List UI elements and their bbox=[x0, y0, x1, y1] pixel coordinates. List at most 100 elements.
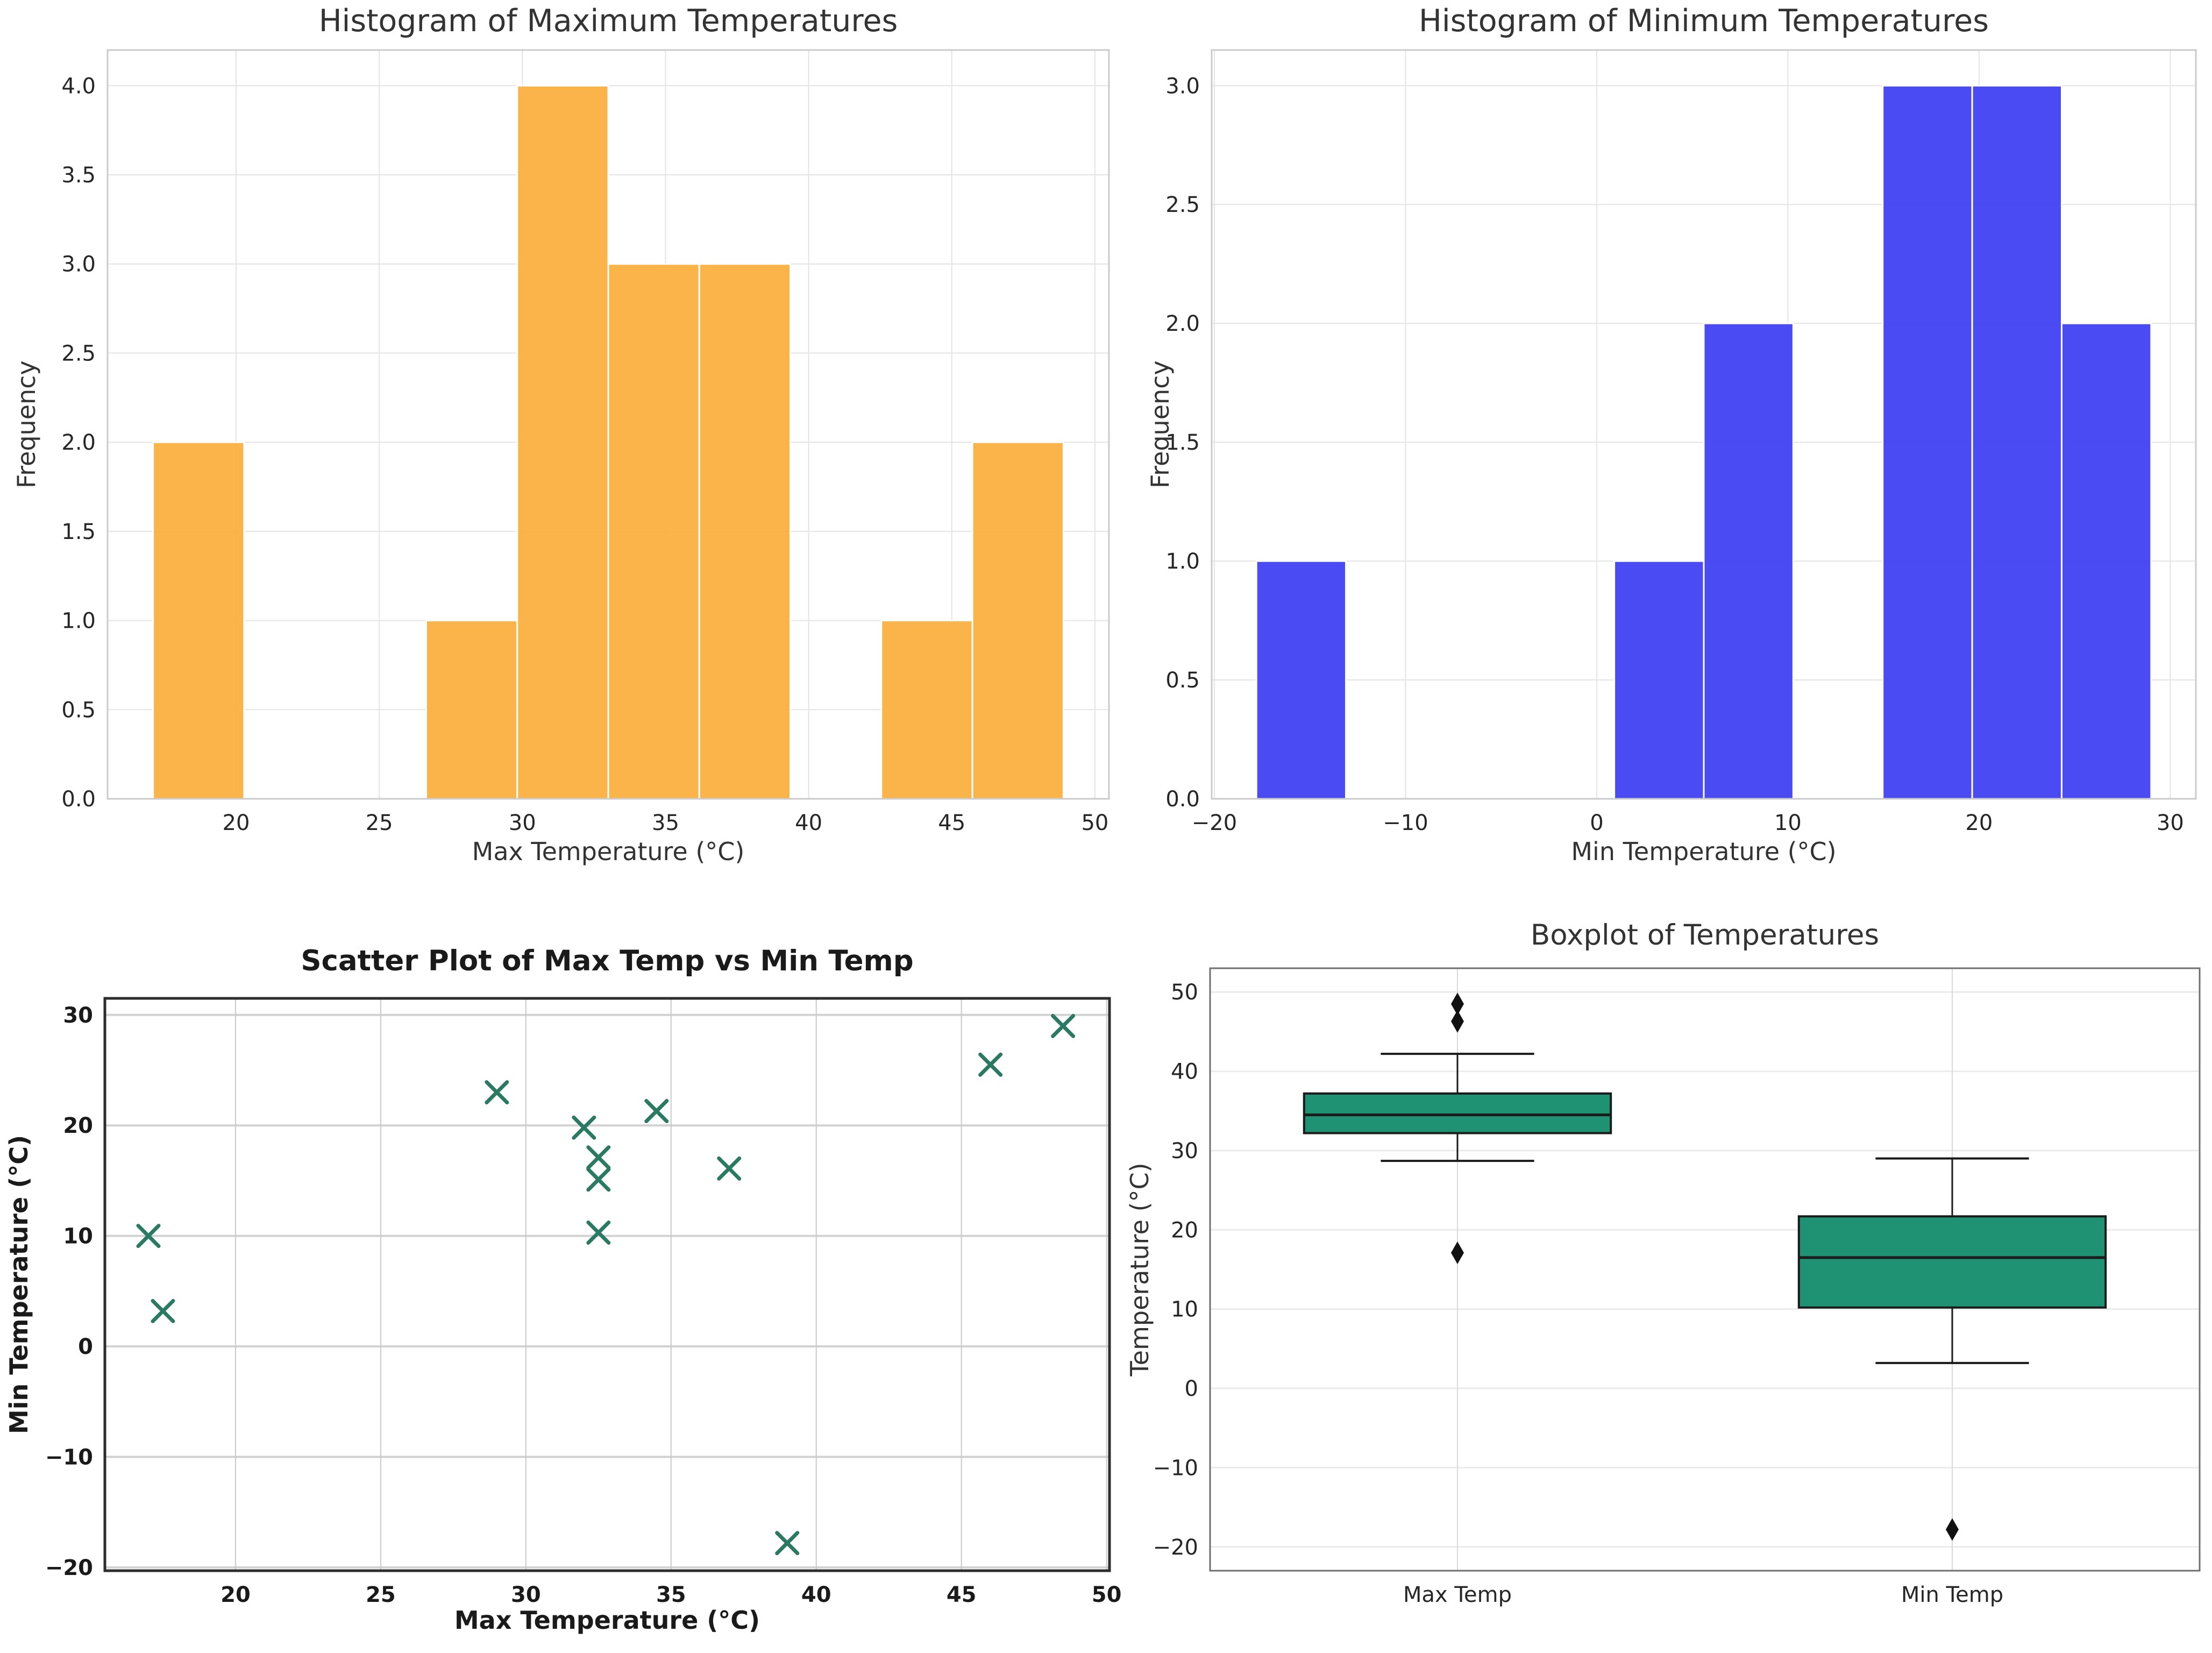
scatter-point bbox=[485, 1080, 509, 1105]
y-tick-label: 4.0 bbox=[61, 74, 96, 98]
y-tick-label: 3.0 bbox=[1165, 74, 1200, 98]
hist-max-y-axis-label: Frequency bbox=[12, 360, 41, 488]
hist-min-plot-area: −20 −10 0 10 20 30 0.0 0.5 1.0 1.5 2.0 2.5 3.0 bbox=[1165, 49, 2197, 835]
histogram-bar bbox=[971, 441, 1064, 800]
y-tick-label: 20 bbox=[63, 1113, 93, 1138]
y-tick-label: 3.0 bbox=[61, 252, 96, 277]
y-tick-label: 10 bbox=[1171, 1297, 1198, 1322]
boxplot-y-axis-label: Temperature (°C) bbox=[1125, 1162, 1154, 1377]
hist-max-plot-area: 20 25 30 35 40 45 50 0.0 0.5 1.0 1.5 2.0 2.5 3.0 3.5 4.… bbox=[61, 49, 1110, 835]
y-tick-label: 1.5 bbox=[61, 520, 96, 544]
hist-min-x-axis-label: Min Temperature (°C) bbox=[1571, 837, 1837, 866]
x-tick-label: 30 bbox=[511, 1583, 541, 1607]
hist-max-title: Histogram of Maximum Temperatures bbox=[318, 3, 898, 39]
scatter-point bbox=[978, 1052, 1003, 1077]
x-tick-label: 45 bbox=[938, 811, 965, 835]
y-tick-label: 2.0 bbox=[61, 430, 96, 455]
histogram-bar bbox=[698, 263, 792, 800]
y-tick-label: 0.0 bbox=[1165, 787, 1200, 812]
x-tick-label: 40 bbox=[795, 811, 822, 835]
x-tick-label: 35 bbox=[652, 811, 679, 835]
outlier-marker bbox=[1946, 1518, 1959, 1541]
x-tick-label: 30 bbox=[2157, 811, 2184, 835]
x-tick-label: 25 bbox=[366, 1583, 396, 1607]
scatter-point bbox=[586, 1167, 611, 1192]
axes-spine bbox=[106, 49, 1110, 800]
axes-spine bbox=[1209, 967, 2201, 1572]
boxplot-title: Boxplot of Temperatures bbox=[1530, 919, 1880, 952]
category-label: Max Temp bbox=[1403, 1583, 1512, 1607]
scatter-point bbox=[775, 1531, 800, 1556]
scatter-point bbox=[717, 1156, 742, 1181]
outlier-marker bbox=[1451, 1010, 1464, 1033]
scatter-point bbox=[136, 1224, 161, 1248]
box-iqr bbox=[1797, 1215, 2107, 1309]
histogram-bar bbox=[607, 263, 700, 800]
y-tick-label: 0.5 bbox=[61, 698, 96, 722]
x-tick-label: 10 bbox=[1774, 811, 1802, 835]
y-tick-label: 30 bbox=[63, 1003, 93, 1028]
scatter-point bbox=[586, 1220, 611, 1245]
x-tick-label: 20 bbox=[223, 811, 250, 835]
x-tick-label: 50 bbox=[1081, 811, 1108, 835]
scatter-point bbox=[151, 1299, 175, 1323]
x-tick-label: 45 bbox=[947, 1583, 977, 1607]
x-tick-label: −10 bbox=[1383, 811, 1428, 835]
y-tick-label: 0.5 bbox=[1165, 668, 1200, 693]
histogram-bar bbox=[425, 620, 518, 800]
hist-max-x-axis-label: Max Temperature (°C) bbox=[472, 837, 745, 866]
x-tick-label: 40 bbox=[801, 1583, 831, 1607]
y-tick-label: 0.0 bbox=[61, 787, 96, 812]
scatter-y-axis-label: Min Temperature (°C) bbox=[4, 1135, 33, 1434]
y-tick-label: 0 bbox=[78, 1335, 93, 1359]
x-tick-label: −20 bbox=[1192, 811, 1237, 835]
y-tick-label: 0 bbox=[1185, 1377, 1198, 1401]
hist-min-title: Histogram of Minimum Temperatures bbox=[1419, 3, 1989, 39]
x-tick-label: 50 bbox=[1092, 1583, 1122, 1607]
y-tick-label: 2.5 bbox=[1165, 193, 1200, 217]
x-tick-label: 30 bbox=[509, 811, 536, 835]
y-tick-label: 2.5 bbox=[61, 341, 96, 366]
y-tick-label: 50 bbox=[1171, 980, 1198, 1005]
histogram-bar bbox=[1971, 84, 2062, 800]
boxplot-plot-area: Max Temp Min Temp −20 −10 0 10 20 30 40 50 bbox=[1153, 967, 2201, 1607]
hist-min-y-axis-label: Frequency bbox=[1146, 360, 1175, 488]
scatter-title: Scatter Plot of Max Temp vs Min Temp bbox=[301, 945, 914, 977]
y-tick-label: 3.5 bbox=[61, 163, 96, 188]
y-tick-label: −10 bbox=[1153, 1456, 1198, 1480]
histogram-bar bbox=[1255, 560, 1347, 800]
y-tick-label: −10 bbox=[45, 1445, 93, 1470]
outlier-marker bbox=[1451, 992, 1464, 1016]
scatter-point bbox=[1051, 1013, 1076, 1038]
y-tick-label: 1.0 bbox=[61, 609, 96, 634]
histogram-bar bbox=[516, 84, 609, 800]
y-tick-label: 40 bbox=[1171, 1060, 1198, 1084]
x-tick-label: 0 bbox=[1590, 811, 1603, 835]
axes-spine bbox=[103, 997, 1111, 1572]
histogram-bar bbox=[2060, 322, 2152, 800]
x-tick-label: 20 bbox=[221, 1583, 251, 1607]
x-tick-label: 35 bbox=[656, 1583, 686, 1607]
x-tick-label: 25 bbox=[366, 811, 393, 835]
histogram-bar bbox=[880, 620, 973, 800]
scatter-plot-area: 20 25 30 35 40 45 50 −20 −10 0 10 20 30 bbox=[45, 997, 1121, 1607]
y-tick-label: 30 bbox=[1171, 1139, 1198, 1164]
y-tick-label: 2.0 bbox=[1165, 311, 1200, 336]
x-tick-label: 20 bbox=[1965, 811, 1993, 835]
histogram-bar bbox=[152, 441, 245, 800]
box-iqr bbox=[1303, 1092, 1612, 1134]
histogram-bar bbox=[1882, 84, 1973, 800]
histogram-bar bbox=[1703, 322, 1794, 800]
y-tick-label: −20 bbox=[45, 1556, 93, 1580]
y-tick-label: 1.0 bbox=[1165, 549, 1200, 574]
y-tick-label: 20 bbox=[1171, 1218, 1198, 1243]
scatter-point bbox=[644, 1099, 669, 1124]
outlier-marker bbox=[1451, 1241, 1464, 1265]
histogram-bar bbox=[1613, 560, 1705, 800]
category-label: Min Temp bbox=[1901, 1583, 2003, 1607]
scatter-point bbox=[572, 1115, 596, 1140]
scatter-x-axis-label: Max Temperature (°C) bbox=[454, 1606, 760, 1635]
axes-spine bbox=[1211, 49, 2197, 800]
y-tick-label: 10 bbox=[63, 1224, 93, 1249]
